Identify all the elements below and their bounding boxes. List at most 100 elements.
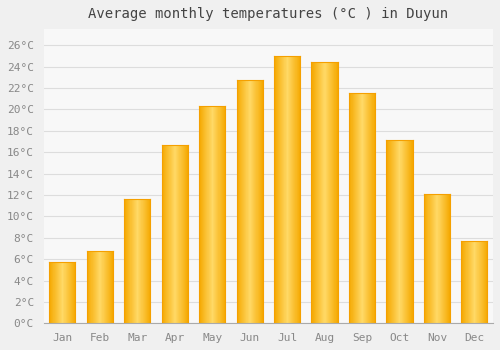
Bar <box>288 56 289 323</box>
Bar <box>55 262 56 323</box>
Bar <box>179 145 180 323</box>
Bar <box>398 140 399 323</box>
Bar <box>289 56 290 323</box>
Bar <box>366 93 367 323</box>
Bar <box>334 62 335 323</box>
Bar <box>253 80 254 323</box>
Bar <box>323 62 324 323</box>
Bar <box>462 241 463 323</box>
Bar <box>214 106 215 323</box>
Bar <box>221 106 222 323</box>
Bar <box>100 251 101 323</box>
Bar <box>149 199 150 323</box>
Bar <box>256 80 257 323</box>
Bar <box>473 241 474 323</box>
Bar <box>94 251 95 323</box>
Bar <box>333 62 334 323</box>
Bar <box>187 145 188 323</box>
Bar <box>446 194 447 323</box>
Bar <box>361 93 362 323</box>
Bar <box>130 199 131 323</box>
Bar <box>466 241 467 323</box>
Bar <box>126 199 127 323</box>
Bar <box>325 62 326 323</box>
Bar <box>487 241 488 323</box>
Bar <box>204 106 205 323</box>
Bar <box>217 106 218 323</box>
Bar <box>368 93 369 323</box>
Bar <box>316 62 317 323</box>
Bar <box>397 140 398 323</box>
Bar <box>166 145 167 323</box>
Bar <box>240 80 241 323</box>
Bar <box>426 194 427 323</box>
Bar <box>374 93 375 323</box>
Bar <box>142 199 143 323</box>
Bar <box>174 145 176 323</box>
Bar <box>485 241 486 323</box>
Bar <box>295 56 296 323</box>
Bar <box>314 62 315 323</box>
Bar <box>242 80 243 323</box>
Bar <box>367 93 368 323</box>
Bar <box>138 199 139 323</box>
Bar <box>89 251 90 323</box>
Bar <box>483 241 484 323</box>
Bar <box>425 194 426 323</box>
Bar <box>319 62 320 323</box>
Bar <box>93 251 94 323</box>
Bar <box>105 251 106 323</box>
Bar <box>476 241 477 323</box>
Bar <box>482 241 483 323</box>
Bar <box>408 140 409 323</box>
Bar <box>404 140 405 323</box>
Bar <box>59 262 60 323</box>
Bar <box>71 262 72 323</box>
Bar <box>480 241 481 323</box>
Bar <box>351 93 352 323</box>
Bar <box>444 194 446 323</box>
Bar <box>364 93 365 323</box>
Bar <box>293 56 294 323</box>
Bar <box>478 241 479 323</box>
Bar <box>127 199 128 323</box>
Bar <box>97 251 98 323</box>
Bar <box>336 62 337 323</box>
Bar <box>106 251 107 323</box>
Bar <box>369 93 370 323</box>
Bar <box>56 262 57 323</box>
Bar <box>169 145 170 323</box>
Bar <box>178 145 179 323</box>
Bar <box>317 62 318 323</box>
Bar <box>433 194 434 323</box>
Bar <box>252 80 253 323</box>
Bar <box>101 251 102 323</box>
Bar <box>202 106 203 323</box>
Bar <box>143 199 144 323</box>
Bar <box>331 62 332 323</box>
Bar <box>58 262 59 323</box>
Bar <box>411 140 412 323</box>
Bar <box>257 80 258 323</box>
Bar <box>61 262 62 323</box>
Bar <box>209 106 210 323</box>
Bar <box>465 241 466 323</box>
Bar <box>275 56 276 323</box>
Bar <box>163 145 164 323</box>
Bar <box>238 80 239 323</box>
Bar <box>447 194 448 323</box>
Bar <box>245 80 246 323</box>
Bar <box>373 93 374 323</box>
Bar <box>352 93 353 323</box>
Bar <box>54 262 55 323</box>
Bar <box>220 106 221 323</box>
Bar <box>96 251 97 323</box>
Bar <box>279 56 280 323</box>
Bar <box>62 262 63 323</box>
Bar <box>286 56 287 323</box>
Bar <box>441 194 442 323</box>
Bar <box>424 194 425 323</box>
Bar <box>326 62 327 323</box>
Bar <box>312 62 313 323</box>
Bar <box>139 199 140 323</box>
